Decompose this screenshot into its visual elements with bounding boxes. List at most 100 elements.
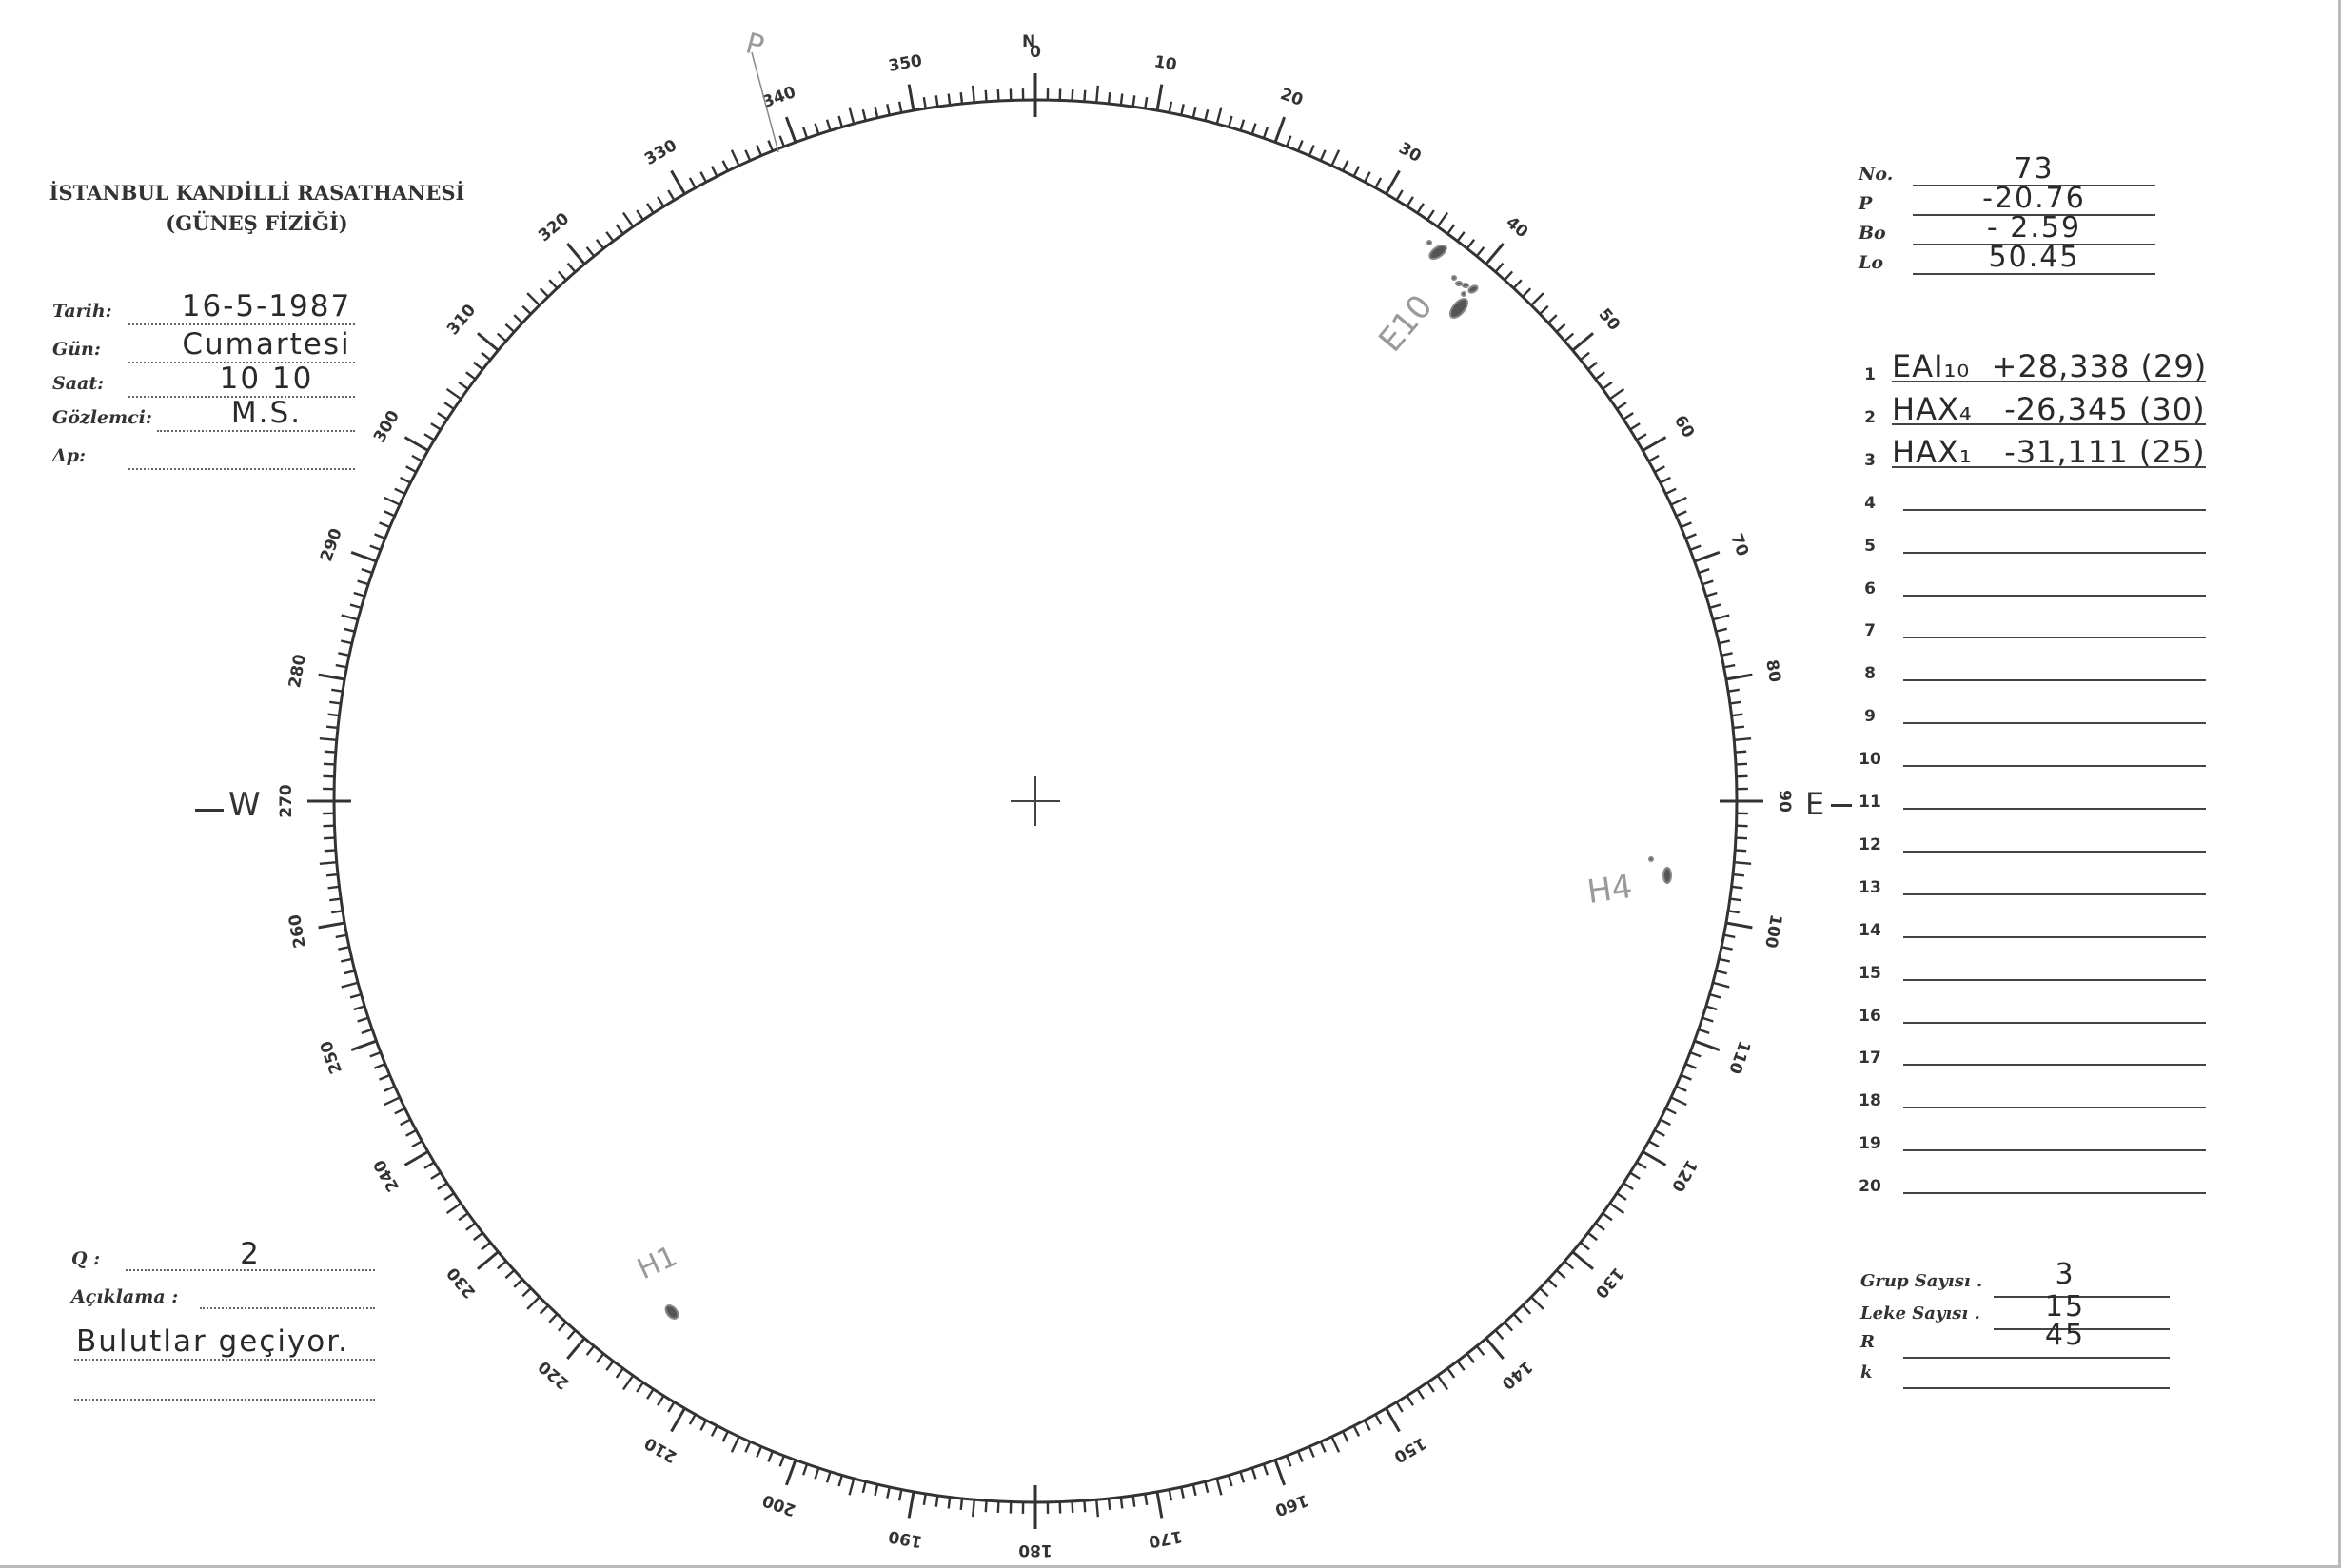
degree-tick	[341, 981, 359, 989]
degree-tick	[897, 1489, 903, 1501]
degree-tick	[1580, 1241, 1590, 1251]
degree-label: 90	[1775, 790, 1794, 813]
degree-tick	[341, 614, 359, 621]
degree-tick	[744, 149, 752, 162]
degree-tick	[504, 1269, 516, 1280]
group-row-number: 4	[1864, 493, 1876, 513]
degree-tick	[825, 119, 832, 131]
degree-tick	[1395, 1401, 1404, 1413]
degree-tick	[922, 97, 927, 109]
degree-tick	[1262, 127, 1269, 139]
degree-tick	[848, 107, 856, 125]
degree-tick	[1698, 568, 1710, 575]
degree-tick	[615, 224, 624, 235]
degree-tick	[1664, 487, 1677, 495]
degree-tick	[984, 1500, 988, 1513]
degree-label: 180	[1018, 1540, 1052, 1559]
group-row-line	[1892, 381, 2206, 382]
degree-tick	[473, 361, 483, 371]
degree-tick	[437, 412, 448, 421]
degree-tick	[403, 1150, 429, 1166]
group-row-line	[1903, 978, 2206, 981]
degree-tick	[1709, 992, 1721, 999]
degree-tick	[646, 1388, 655, 1400]
degree-tick	[1436, 1375, 1449, 1391]
degree-tick	[1629, 1171, 1641, 1180]
degree-tick	[1406, 1395, 1414, 1406]
degree-tick	[353, 591, 365, 598]
degree-tick	[331, 910, 344, 914]
degree-tick	[1680, 1073, 1692, 1081]
degree-tick	[1239, 119, 1246, 131]
degree-tick	[907, 1491, 915, 1519]
degree-tick	[1680, 521, 1692, 529]
degree-tick	[1580, 351, 1590, 362]
degree-tick	[1330, 149, 1341, 167]
degree-tick	[1168, 1489, 1173, 1501]
degree-label: 250	[317, 1038, 346, 1076]
p-axis-line	[751, 51, 779, 153]
degree-tick	[767, 140, 775, 152]
east-marker	[1831, 804, 1852, 807]
degree-tick	[458, 381, 469, 390]
degree-label: 130	[1591, 1264, 1627, 1302]
degree-tick	[335, 663, 347, 669]
degree-tick	[1273, 116, 1287, 143]
degree-tick	[331, 688, 344, 693]
degree-tick	[721, 160, 729, 172]
degree-tick	[605, 1360, 615, 1371]
degree-tick	[1342, 1430, 1349, 1442]
count-line	[1994, 1328, 2170, 1330]
degree-tick	[496, 332, 507, 343]
degree-tick	[861, 108, 867, 122]
degree-tick	[423, 1161, 435, 1169]
degree-label: 40	[1502, 213, 1531, 243]
degree-tick	[1374, 1414, 1383, 1425]
degree-tick	[1285, 1455, 1292, 1467]
degree-tick	[521, 304, 532, 315]
degree-tick	[688, 177, 697, 188]
degree-tick	[319, 861, 337, 865]
parameter-label: No.	[1859, 164, 1894, 185]
degree-tick	[1262, 1463, 1269, 1476]
sunspot	[1467, 284, 1479, 294]
degree-tick	[1725, 673, 1753, 681]
group-row-number: 1	[1864, 365, 1876, 384]
degree-tick	[1715, 970, 1728, 975]
degree-tick	[329, 897, 342, 902]
degree-tick	[1702, 579, 1714, 586]
degree-tick	[1522, 1304, 1532, 1315]
degree-tick	[922, 1493, 927, 1505]
degree-tick	[1466, 1353, 1476, 1363]
degree-tick	[1694, 1039, 1721, 1052]
degree-tick	[621, 1375, 635, 1391]
degree-tick	[767, 1450, 775, 1462]
degree-label: 260	[285, 912, 310, 950]
degree-tick	[1623, 412, 1634, 421]
degree-label: 160	[1272, 1490, 1310, 1519]
sunspot	[1428, 244, 1447, 261]
degree-tick	[1694, 550, 1721, 563]
degree-tick	[802, 127, 809, 139]
degree-tick	[1095, 1499, 1099, 1518]
count-line	[1994, 1296, 2170, 1298]
degree-tick	[1144, 1493, 1149, 1505]
degree-tick	[349, 603, 362, 610]
degree-label: 300	[370, 407, 403, 446]
degree-tick	[1654, 1128, 1665, 1137]
degree-tick	[1735, 836, 1748, 840]
degree-tick	[1215, 1478, 1223, 1496]
degree-tick	[369, 1050, 382, 1058]
degree-tick	[1539, 304, 1549, 315]
degree-tick	[874, 106, 879, 119]
degree-label: 280	[285, 653, 310, 690]
degree-tick	[384, 1096, 401, 1107]
degree-tick	[353, 1005, 365, 1011]
degree-tick	[1144, 97, 1149, 109]
degree-tick	[897, 101, 903, 113]
degree-tick	[1689, 1050, 1702, 1058]
degree-tick	[369, 544, 382, 552]
degree-tick	[744, 1441, 752, 1453]
degree-tick	[1504, 1321, 1514, 1332]
degree-tick	[1239, 1471, 1246, 1483]
